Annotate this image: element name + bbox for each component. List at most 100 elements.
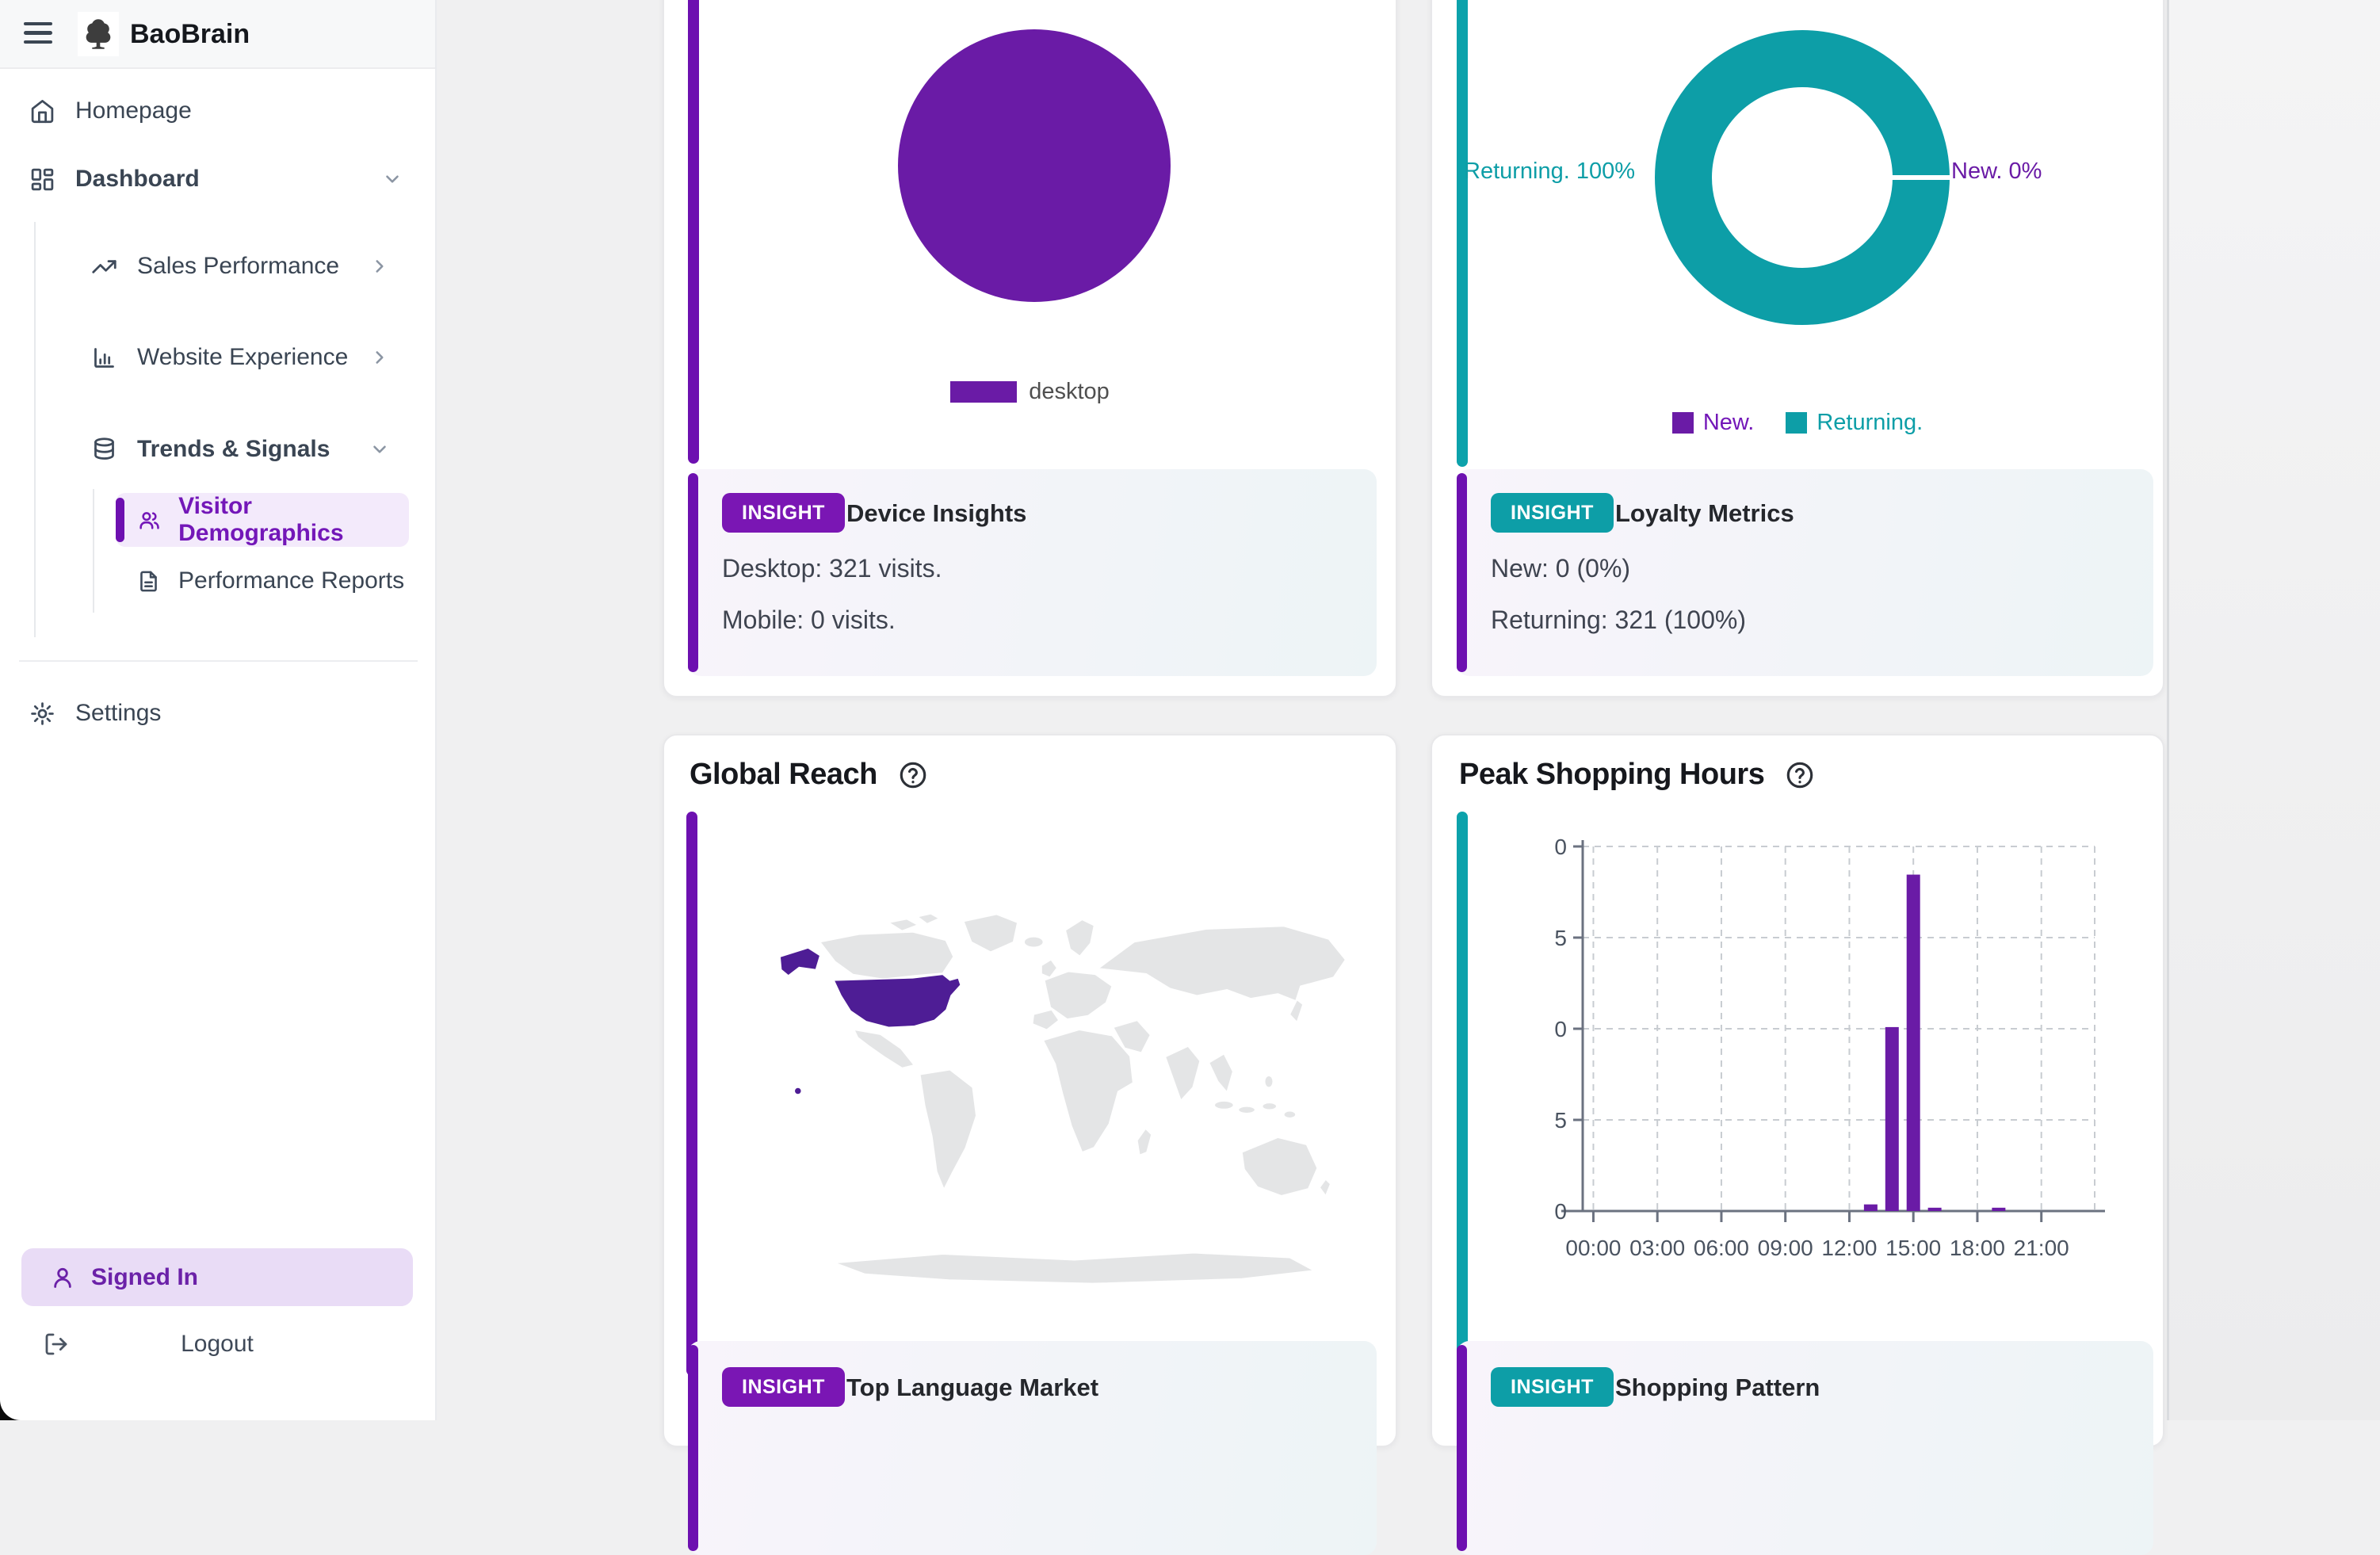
device-insight-box: INSIGHT Device Insights Desktop: 321 vis… bbox=[688, 469, 1377, 676]
logout-label: Logout bbox=[181, 1331, 254, 1358]
signed-in-label: Signed In bbox=[91, 1264, 198, 1291]
loyalty-donut-chart[interactable] bbox=[1650, 25, 1954, 330]
insight-title: Shopping Pattern bbox=[1615, 1374, 1820, 1402]
users-icon bbox=[138, 508, 161, 533]
insight-accent-bar bbox=[688, 473, 698, 672]
insight-title: Loyalty Metrics bbox=[1615, 499, 1794, 528]
sidebar-item-label: Homepage bbox=[75, 97, 192, 124]
donut-label-new: New. 0% bbox=[1951, 159, 2042, 185]
help-icon[interactable] bbox=[1785, 760, 1815, 790]
sidebar: BaoBrain Homepage Dashboard Sales Perfor… bbox=[0, 0, 437, 1420]
sidebar-item-label: Performance Reports bbox=[178, 567, 404, 594]
insight-title: Top Language Market bbox=[846, 1374, 1098, 1402]
file-text-icon bbox=[136, 569, 161, 594]
svg-text:18:00: 18:00 bbox=[1950, 1236, 2005, 1260]
sidebar-item-visitor-demographics[interactable]: Visitor Demographics bbox=[116, 493, 409, 547]
insight-accent-bar bbox=[688, 1345, 698, 1551]
sidebar-item-sales-performance[interactable]: Sales Performance bbox=[91, 246, 408, 287]
insight-accent-bar bbox=[1457, 1345, 1467, 1551]
legend-label: New. bbox=[1703, 410, 1754, 436]
legend-label: desktop bbox=[1029, 379, 1110, 405]
sidebar-item-website-experience[interactable]: Website Experience bbox=[91, 337, 408, 378]
user-icon bbox=[50, 1265, 75, 1290]
peak-hours-card: Peak Shopping Hours 05511016522000:0003:… bbox=[1431, 734, 2164, 1447]
svg-text:00:00: 00:00 bbox=[1565, 1236, 1621, 1260]
logout-icon bbox=[44, 1331, 69, 1357]
legend-label: Returning. bbox=[1817, 410, 1923, 436]
card-accent-bar bbox=[686, 812, 697, 1376]
svg-text:06:00: 06:00 bbox=[1694, 1236, 1749, 1260]
sidebar-item-settings[interactable]: Settings bbox=[29, 693, 410, 734]
sidebar-divider bbox=[19, 660, 418, 662]
trending-up-icon bbox=[91, 254, 117, 280]
card-accent-bar bbox=[1457, 812, 1468, 1376]
global-reach-card: Global Reach bbox=[663, 734, 1397, 1447]
insight-badge: INSIGHT bbox=[722, 1367, 845, 1407]
chevron-down-icon[interactable] bbox=[382, 169, 403, 189]
legend-swatch-returning bbox=[1786, 412, 1807, 434]
sidebar-item-homepage[interactable]: Homepage bbox=[29, 90, 410, 132]
svg-text:0: 0 bbox=[1555, 1199, 1567, 1224]
card-accent-bar bbox=[1457, 0, 1468, 467]
svg-text:03:00: 03:00 bbox=[1629, 1236, 1685, 1260]
card-title-row: Peak Shopping Hours bbox=[1459, 758, 1815, 792]
device-insights-card: desktop INSIGHT Device Insights Desktop:… bbox=[663, 0, 1397, 697]
sidebar-item-label: Visitor Demographics bbox=[178, 493, 409, 547]
sidebar-item-label: Sales Performance bbox=[137, 253, 339, 280]
sidebar-item-performance-reports[interactable]: Performance Reports bbox=[136, 560, 422, 602]
dashboard-grid-icon bbox=[29, 166, 55, 193]
chevron-right-icon[interactable] bbox=[369, 256, 390, 277]
svg-text:21:00: 21:00 bbox=[2014, 1236, 2069, 1260]
sidebar-header: BaoBrain bbox=[0, 0, 435, 69]
nav-guide-line-2 bbox=[93, 489, 94, 613]
home-icon bbox=[29, 98, 55, 124]
nav-guide-line bbox=[34, 222, 36, 637]
gear-icon bbox=[29, 701, 55, 727]
loyalty-insight-box: INSIGHT Loyalty Metrics New: 0 (0%) Retu… bbox=[1457, 469, 2153, 676]
insight-title: Device Insights bbox=[846, 499, 1026, 528]
sidebar-item-label: Settings bbox=[75, 700, 161, 727]
insight-line: Desktop: 321 visits. bbox=[722, 554, 942, 583]
app-root: BaoBrain Homepage Dashboard Sales Perfor… bbox=[0, 0, 2380, 1420]
sidebar-item-label: Website Experience bbox=[137, 344, 348, 371]
donut-legend[interactable]: New. Returning. bbox=[1432, 410, 2163, 436]
menu-toggle-icon[interactable] bbox=[24, 22, 52, 44]
insight-line: Returning: 321 (100%) bbox=[1491, 606, 1746, 635]
sidebar-item-label: Trends & Signals bbox=[137, 436, 330, 463]
svg-text:12:00: 12:00 bbox=[1821, 1236, 1877, 1260]
peak-hours-bar-chart[interactable]: 05511016522000:0003:0006:0009:0012:0015:… bbox=[1555, 826, 2110, 1270]
right-gutter bbox=[2169, 0, 2380, 1420]
insight-badge: INSIGHT bbox=[1491, 493, 1614, 533]
svg-text:55: 55 bbox=[1555, 1108, 1567, 1133]
sidebar-item-dashboard[interactable]: Dashboard bbox=[29, 159, 410, 200]
pie-legend[interactable]: desktop bbox=[664, 379, 1396, 405]
svg-text:09:00: 09:00 bbox=[1758, 1236, 1813, 1260]
signed-in-status[interactable]: Signed In bbox=[21, 1248, 413, 1306]
donut-label-returning: Returning. 100% bbox=[1464, 159, 1635, 185]
loyalty-metrics-card: Returning. 100% New. 0% New. Returning. … bbox=[1431, 0, 2164, 697]
legend-swatch-new bbox=[1672, 412, 1694, 434]
chevron-right-icon[interactable] bbox=[369, 347, 390, 368]
world-map-chart[interactable] bbox=[763, 886, 1362, 1298]
card-title: Global Reach bbox=[690, 758, 877, 792]
sidebar-item-trends-signals[interactable]: Trends & Signals bbox=[91, 429, 408, 470]
device-pie-chart[interactable] bbox=[898, 29, 1171, 302]
help-icon[interactable] bbox=[898, 760, 928, 790]
insight-accent-bar bbox=[1457, 473, 1467, 672]
svg-text:165: 165 bbox=[1555, 926, 1567, 950]
chevron-down-icon[interactable] bbox=[369, 439, 390, 460]
content-right-divider bbox=[2167, 0, 2169, 1420]
sidebar-item-label: Dashboard bbox=[75, 166, 200, 193]
legend-swatch-desktop bbox=[950, 381, 1017, 403]
svg-text:15:00: 15:00 bbox=[1885, 1236, 1941, 1260]
insight-badge: INSIGHT bbox=[1491, 1367, 1614, 1407]
svg-text:110: 110 bbox=[1555, 1017, 1567, 1041]
insight-line: Mobile: 0 visits. bbox=[722, 606, 896, 635]
global-insight-box: INSIGHT Top Language Market bbox=[688, 1341, 1377, 1555]
insight-badge: INSIGHT bbox=[722, 493, 845, 533]
brand-title: BaoBrain bbox=[130, 19, 250, 50]
card-title: Peak Shopping Hours bbox=[1459, 758, 1764, 792]
logout-button[interactable]: Logout bbox=[21, 1322, 413, 1366]
insight-line: New: 0 (0%) bbox=[1491, 554, 1630, 583]
peak-insight-box: INSIGHT Shopping Pattern bbox=[1457, 1341, 2153, 1555]
